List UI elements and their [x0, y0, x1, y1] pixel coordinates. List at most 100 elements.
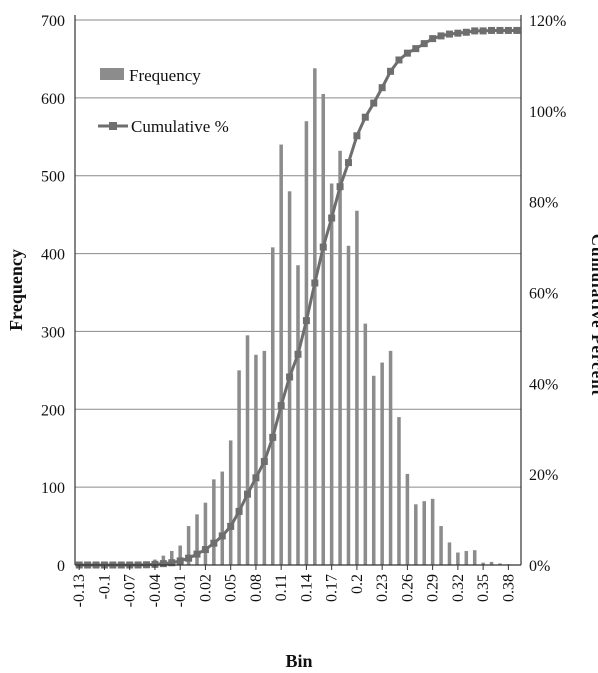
y-tick-label: 0 — [57, 558, 65, 575]
cumulative-point — [454, 29, 462, 37]
y2-tick-label: 20% — [529, 467, 558, 484]
cumulative-point — [437, 32, 445, 40]
cumulative-point — [479, 27, 487, 35]
frequency-bar — [270, 247, 275, 566]
x-tick-label: 0.08 — [248, 574, 265, 602]
x-tick-label: -0.13 — [71, 574, 88, 607]
y2-tick-label: 120% — [529, 13, 566, 30]
frequency-bar — [228, 440, 233, 565]
x-tick-label: 0.11 — [273, 574, 290, 601]
frequency-bar — [321, 93, 326, 565]
y-tick-label: 300 — [41, 324, 65, 341]
frequency-bar — [170, 550, 174, 565]
cumulative-point — [294, 350, 302, 358]
x-tick-label: 0.26 — [399, 574, 416, 602]
frequency-bar — [472, 550, 477, 565]
x-tick-label: -0.1 — [96, 574, 113, 599]
frequency-bar — [329, 183, 334, 565]
y-tick-label: 400 — [41, 247, 65, 264]
x-tick-label: -0.01 — [172, 574, 189, 607]
y2-axis-title: Cumulative Percent — [588, 234, 598, 397]
y-tick-label: 100 — [41, 480, 65, 497]
frequency-bar — [371, 375, 376, 565]
cumulative-point — [277, 402, 285, 410]
frequency-bar — [439, 526, 443, 565]
legend-frequency-label: Frequency — [129, 66, 201, 85]
x-tick-label: -0.07 — [122, 574, 139, 607]
y-axis-title: Frequency — [6, 249, 26, 331]
x-tick-label: 0.29 — [425, 574, 442, 602]
frequency-bar — [489, 561, 494, 565]
cumulative-point — [311, 279, 319, 287]
frequency-bar — [388, 350, 393, 565]
x-axis-title: Bin — [285, 651, 312, 671]
cumulative-point — [210, 539, 218, 547]
frequency-bar — [422, 501, 426, 565]
frequency-bar — [203, 502, 208, 565]
cumulative-point — [445, 30, 453, 38]
x-axis-ticks: -0.13 -0.1 -0.07 -0.04 -0.01 0.02 0.05 0.08 0.11… — [71, 565, 517, 607]
frequency-bar — [481, 562, 485, 565]
frequency-bar — [237, 370, 241, 565]
frequency-bar — [447, 542, 452, 565]
y2-tick-label: 100% — [529, 104, 566, 121]
y-tick-label: 200 — [41, 402, 65, 419]
cumulative-point — [361, 113, 369, 121]
y-tick-label: 500 — [41, 169, 65, 186]
frequency-bar — [498, 563, 502, 565]
legend-cumulative-marker — [109, 122, 117, 130]
x-tick-label: 0.02 — [197, 574, 214, 602]
x-tick-label: -0.04 — [147, 574, 164, 607]
cumulative-point — [168, 559, 176, 567]
frequency-bar — [195, 514, 199, 565]
cumulative-point — [387, 67, 395, 75]
cumulative-point — [462, 28, 470, 36]
frequency-bar — [456, 552, 460, 565]
frequency-bar — [380, 362, 384, 565]
frequency-bar — [313, 68, 317, 566]
cumulative-point — [302, 317, 310, 325]
frequency-bar — [220, 471, 225, 565]
frequency-bar — [178, 545, 182, 565]
frequency-bar — [254, 354, 258, 565]
cumulative-point — [496, 26, 504, 34]
cumulative-point — [151, 560, 159, 568]
frequency-bar — [296, 265, 300, 565]
legend: Frequency Cumulative % — [98, 66, 229, 136]
x-tick-label: 0.2 — [349, 574, 366, 594]
cumulative-point — [336, 183, 344, 191]
cumulative-point — [193, 550, 201, 558]
left-axis-ticks: 0 100 200 300 400 500 600 700 — [41, 13, 65, 575]
cumulative-point — [252, 474, 260, 482]
cumulative-point — [412, 45, 420, 53]
cumulative-point — [504, 26, 512, 34]
right-axis-ticks: 0% 20% 40% 60% 80% 100% 120% — [529, 13, 566, 575]
y2-tick-label: 0% — [529, 558, 550, 575]
frequency-bar — [338, 150, 342, 566]
frequency-bar — [355, 210, 359, 565]
cumulative-point — [244, 490, 252, 498]
cumulative-point — [319, 243, 327, 251]
cumulative-point — [395, 56, 403, 64]
x-tick-label: 0.05 — [223, 574, 240, 602]
legend-frequency-swatch — [100, 68, 124, 80]
x-tick-label: 0.23 — [374, 574, 391, 602]
cumulative-point — [218, 532, 226, 540]
cumulative-point — [328, 214, 336, 222]
frequency-bar — [304, 121, 309, 565]
x-tick-label: 0.35 — [475, 574, 492, 602]
x-tick-label: 0.14 — [298, 574, 315, 602]
cumulative-point — [513, 26, 521, 34]
cumulative-point — [185, 554, 193, 562]
legend-cumulative-label: Cumulative % — [131, 117, 229, 136]
cumulative-point — [227, 522, 235, 530]
y2-tick-label: 80% — [529, 195, 558, 212]
cumulative-point — [176, 557, 184, 565]
frequency-bar — [245, 335, 250, 565]
frequency-bar — [414, 504, 418, 565]
y-tick-label: 700 — [41, 13, 65, 30]
x-tick-label: 0.32 — [450, 574, 467, 602]
frequency-bar — [346, 245, 351, 566]
cumulative-point — [159, 560, 167, 568]
